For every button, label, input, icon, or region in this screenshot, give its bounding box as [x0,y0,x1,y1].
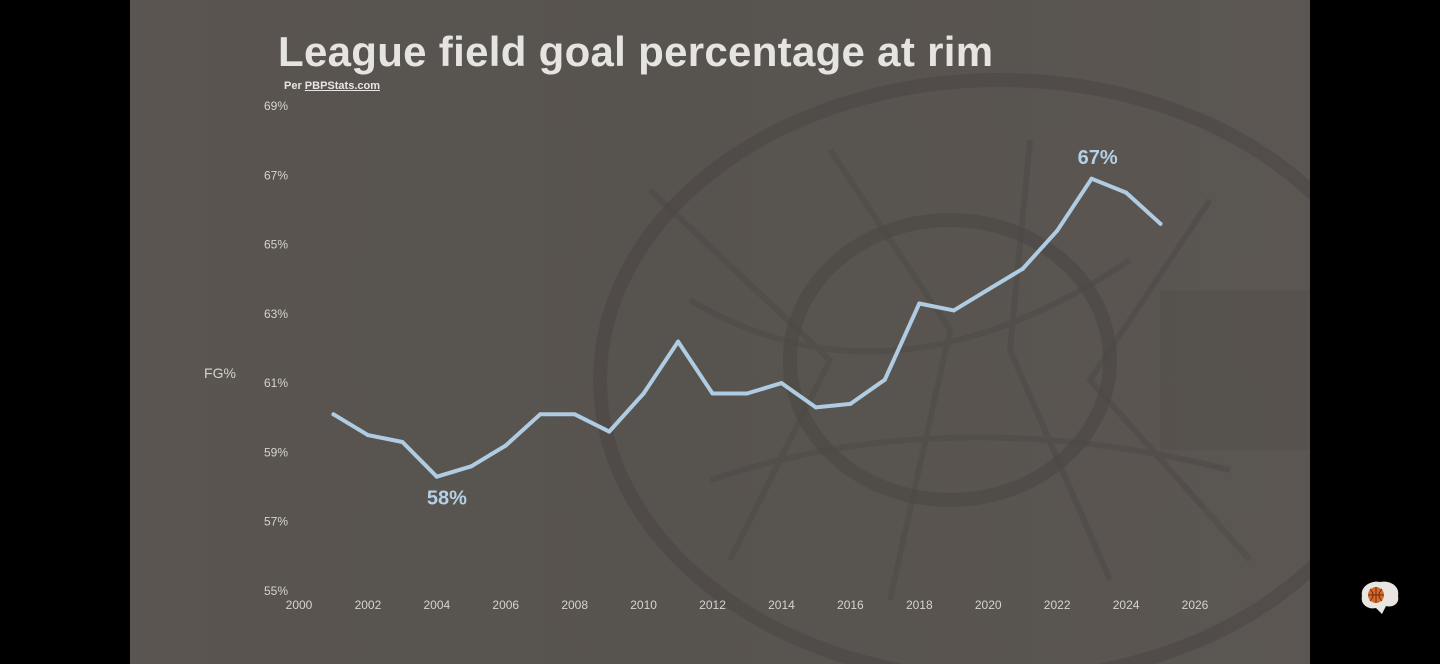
y-axis-label: FG% [204,365,236,381]
source-link[interactable]: PBPStats.com [304,80,380,92]
data-point [986,287,991,292]
basketball-brain-icon [1361,581,1399,614]
data-point [848,401,853,406]
x-tick-label: 2016 [837,598,864,612]
source-caption: Per PBPStats.com [284,80,380,92]
basketball-hoop-background-image [593,73,1310,664]
data-point [572,412,577,417]
data-point [434,474,439,479]
chart-slide: League field goal percentage at rim Per … [130,0,1310,664]
x-tick-label: 2024 [1113,598,1140,612]
data-point [641,391,646,396]
x-tick-label: 2002 [355,598,382,612]
data-point [503,443,508,448]
data-point [1089,176,1094,181]
data-point [1158,221,1163,226]
series-line [331,176,1163,479]
x-tick-label: 2010 [630,598,657,612]
data-point [469,464,474,469]
data-annotation: 58% [427,488,467,510]
x-tick-label: 2008 [561,598,588,612]
y-tick-label: 63% [264,307,288,321]
x-tick-label: 2026 [1182,598,1209,612]
y-tick-label: 69% [264,99,288,113]
data-point [951,308,956,313]
x-axis-ticks: 2000 2002 2004 2006 2008 2010 2012 2014 2016 2018… [286,598,1209,612]
y-tick-label: 55% [264,584,288,598]
y-tick-label: 57% [264,515,288,529]
data-point [538,412,543,417]
x-tick-label: 2022 [1044,598,1071,612]
data-point [813,405,818,410]
data-point [1020,266,1025,271]
y-tick-label: 61% [264,376,288,390]
annotations-group: 58% 67% [427,147,1118,510]
y-tick-label: 67% [264,168,288,182]
x-tick-label: 2006 [492,598,519,612]
chart-title: League field goal percentage at rim [278,28,994,75]
data-point [1124,190,1129,195]
x-tick-label: 2000 [286,598,313,612]
source-prefix: Per [284,80,305,92]
y-tick-label: 65% [264,238,288,252]
series-group [331,176,1163,479]
data-point [676,339,681,344]
x-tick-label: 2014 [768,598,795,612]
data-point [1055,228,1060,233]
y-tick-label: 59% [264,445,288,459]
x-tick-label: 2012 [699,598,726,612]
x-tick-label: 2020 [975,598,1002,612]
data-point [779,381,784,386]
data-point [882,377,887,382]
x-tick-label: 2004 [423,598,450,612]
data-point [400,440,405,445]
y-axis-ticks: 55% 57% 59% 61% 63% 65% 67% 69% [264,99,288,598]
data-point [710,391,715,396]
x-tick-label: 2018 [906,598,933,612]
data-point [331,412,336,417]
data-point [607,429,612,434]
data-point [917,301,922,306]
data-point [745,391,749,396]
line-chart: FG% 55%57%59%61%63%65%67%69% 2000 2002 200… [204,99,1209,612]
data-annotation: 67% [1078,147,1118,169]
data-point [365,433,370,438]
